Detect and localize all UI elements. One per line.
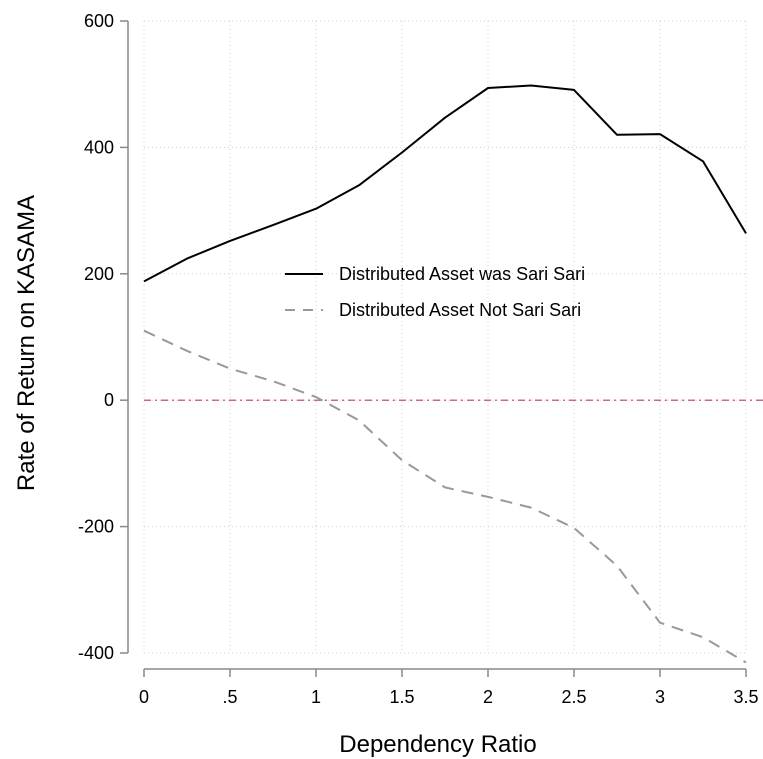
y-tick-label: 600 [84, 11, 114, 31]
series-line-1 [143, 329, 747, 664]
y-tick-label: -400 [78, 643, 114, 663]
series-layer [143, 84, 747, 664]
x-tick-label: 2.5 [561, 687, 586, 707]
grid-layer [143, 20, 747, 654]
axes-layer: -400 -200 0 200 400 600 0 .5 1 1.5 2 2.5 3 3.5 [78, 11, 759, 707]
y-tick-label: 400 [84, 137, 114, 157]
x-tick-label: 1.5 [389, 687, 414, 707]
series-line-0 [143, 84, 747, 283]
x-axis-title: Dependency Ratio [339, 731, 536, 758]
legend: Distributed Asset was Sari Sari Distribu… [285, 264, 585, 320]
x-tick-label: 0 [139, 687, 149, 707]
y-tick-label: -200 [78, 517, 114, 537]
y-axis-title: Rate of Return on KASAMA [13, 195, 40, 491]
legend-label-sari-sari: Distributed Asset was Sari Sari [339, 264, 585, 284]
x-tick-label: .5 [222, 687, 237, 707]
y-tick-label: 0 [104, 390, 114, 410]
x-tick-label: 1 [311, 687, 321, 707]
legend-label-not-sari-sari: Distributed Asset Not Sari Sari [339, 300, 581, 320]
x-tick-label: 2 [483, 687, 493, 707]
y-tick-label: 200 [84, 264, 114, 284]
x-tick-label: 3.5 [733, 687, 758, 707]
x-tick-label: 3 [655, 687, 665, 707]
